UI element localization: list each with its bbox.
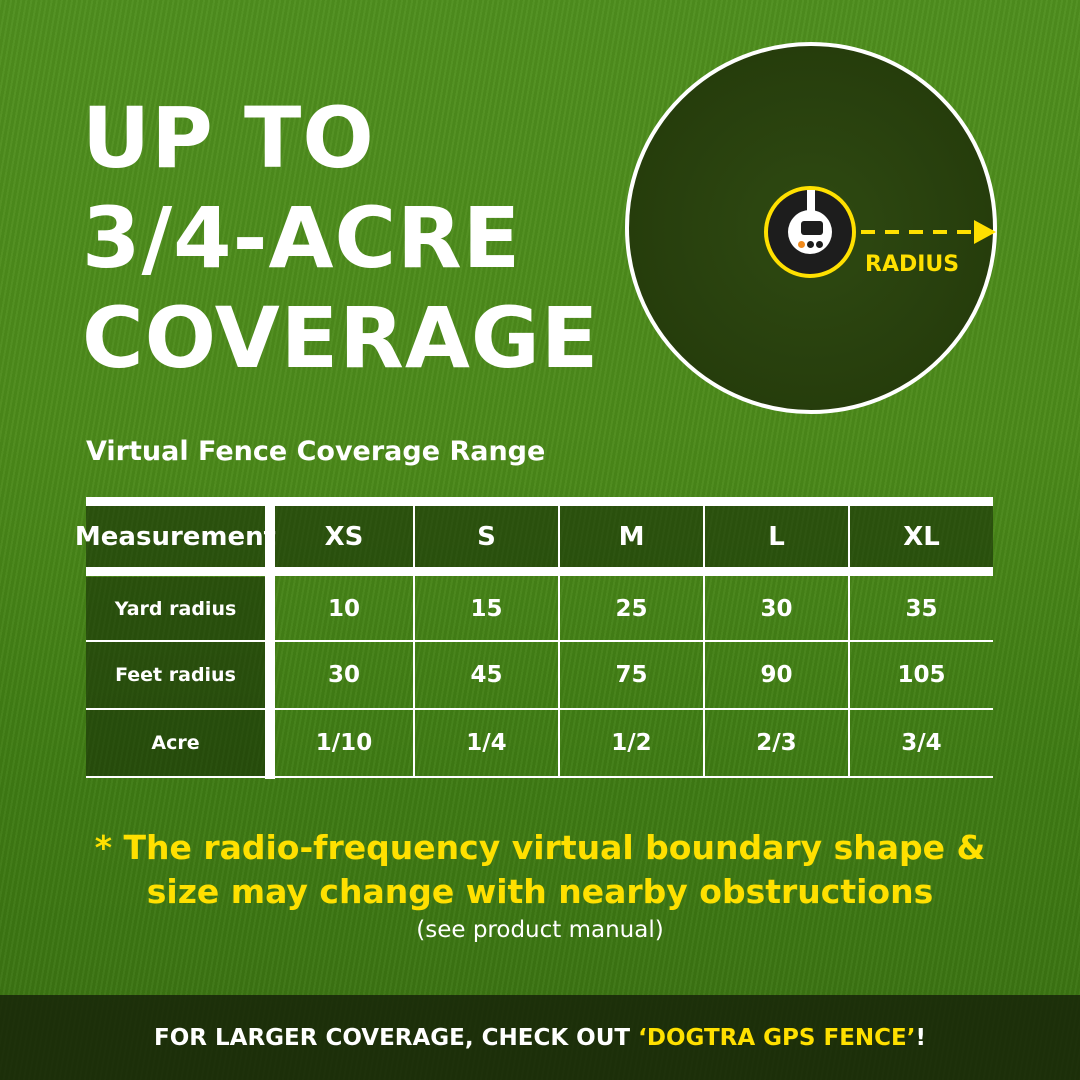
table-cell: 3/4	[901, 730, 942, 756]
column-header: M	[560, 506, 703, 567]
column-divider	[413, 506, 415, 778]
column-header: L	[705, 506, 848, 567]
column-divider	[703, 506, 705, 778]
headline: UP TO 3/4-ACRE COVERAGE	[82, 88, 599, 388]
table-cell: 1/4	[466, 730, 507, 756]
radius-label: RADIUS	[865, 252, 960, 277]
table-title: Virtual Fence Coverage Range	[86, 436, 546, 467]
table-cell: 105	[897, 662, 946, 688]
table-cell: 25	[615, 595, 648, 622]
footer-banner: FOR LARGER COVERAGE, CHECK OUT ‘DOGTRA G…	[0, 995, 1080, 1080]
manual-reference: (see product manual)	[416, 917, 664, 943]
footer-suffix: !	[915, 1024, 926, 1051]
coverage-circle-diagram: RADIUS	[625, 42, 997, 414]
column-header: XS	[275, 506, 413, 567]
row-divider	[86, 708, 993, 710]
column-header-measurement: Measurement	[75, 506, 276, 567]
radius-arrow-icon	[861, 230, 993, 234]
disclaimer-note: * The radio-frequency virtual boundary s…	[0, 826, 1080, 914]
table-cell: 2/3	[756, 730, 797, 756]
table-cell: 10	[327, 595, 360, 622]
table-cell: 45	[470, 662, 503, 688]
column-header: XL	[850, 506, 993, 567]
column-divider	[848, 506, 850, 778]
table-top-line	[86, 497, 993, 506]
row-divider	[86, 640, 993, 642]
headline-line-3: COVERAGE	[82, 289, 600, 387]
footer-highlight: ‘DOGTRA GPS FENCE’	[638, 1024, 916, 1051]
table-cell: 1/2	[611, 730, 652, 756]
table-cell: 35	[905, 595, 938, 622]
row-label: Acre	[86, 710, 265, 776]
footer-prefix: FOR LARGER COVERAGE, CHECK OUT	[154, 1024, 639, 1051]
table-cell: 30	[760, 595, 793, 622]
note-line-2: size may change with nearby obstructions	[146, 872, 934, 911]
table-cell: 15	[470, 595, 503, 622]
arrowhead-icon	[974, 220, 996, 244]
headline-line-2: 3/4-ACRE	[82, 189, 522, 287]
row-label: Yard radius	[86, 577, 265, 640]
table-cell: 1/10	[315, 730, 373, 756]
note-line-1: * The radio-frequency virtual boundary s…	[94, 828, 986, 867]
table-cell: 30	[327, 662, 360, 688]
column-header: S	[415, 506, 558, 567]
column-divider	[558, 506, 560, 778]
table-cell: 90	[760, 662, 793, 688]
row-label: Feet radius	[86, 642, 265, 708]
collar-device-icon	[764, 186, 856, 278]
headline-line-1: UP TO	[82, 89, 375, 187]
row-divider	[86, 776, 993, 778]
table-label-divider	[265, 497, 275, 779]
table-header-divider	[86, 567, 993, 576]
table-cell: 75	[615, 662, 648, 688]
